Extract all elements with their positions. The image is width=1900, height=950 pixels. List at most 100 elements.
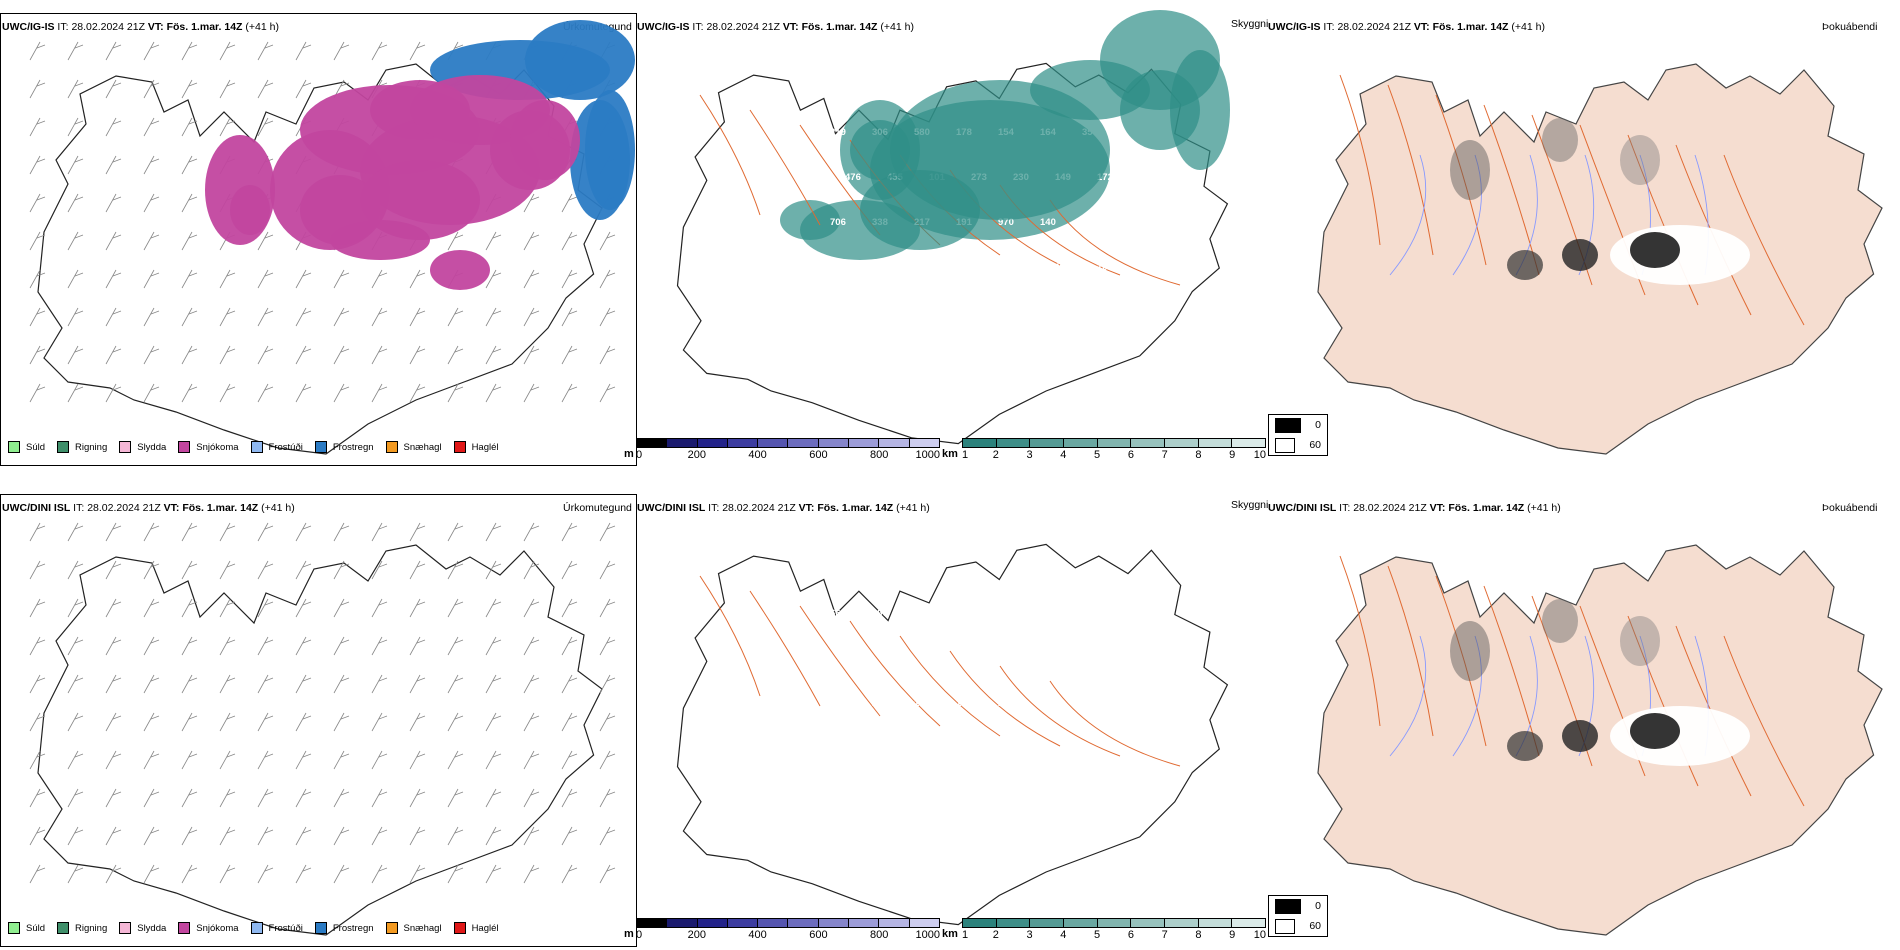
- fog-swatch: [1275, 437, 1296, 453]
- wind-barb: [181, 117, 198, 137]
- snow-area: [510, 100, 580, 180]
- fog-patch: [1450, 140, 1490, 200]
- cloud-area: [780, 200, 840, 240]
- road-line: [699, 575, 761, 697]
- colorbar-cell: [1131, 919, 1166, 927]
- wind-barb: [67, 307, 84, 327]
- cloud-base-label: 104: [1097, 262, 1114, 273]
- legend-label: Rigning: [75, 441, 108, 453]
- wind-barb: [29, 560, 46, 580]
- wind-barb: [143, 864, 160, 884]
- wind-barb: [599, 674, 616, 694]
- wind-barb: [371, 41, 388, 61]
- wind-barb: [371, 674, 388, 694]
- road-line: [1435, 575, 1487, 747]
- colorbar-cell: [1064, 919, 1098, 927]
- colorbar-cell: [1097, 439, 1132, 447]
- colorbar-tick: 800: [870, 929, 889, 941]
- fog-swatch: [1275, 918, 1296, 934]
- colorbar-tick: 9: [1229, 449, 1236, 461]
- wind-barb: [219, 345, 236, 365]
- precip-legend-item: Frostúði: [250, 441, 303, 453]
- legend-label: Snæhagl: [403, 441, 442, 453]
- colorbar-cell: [758, 439, 789, 447]
- wind-barb: [257, 307, 274, 327]
- wind-barb: [371, 522, 388, 542]
- cloud-base-label: 197: [971, 653, 987, 664]
- wind-barb: [485, 826, 502, 846]
- wind-barb: [523, 522, 540, 542]
- wind-barb: [485, 788, 502, 808]
- precip-legend-item: Frostregn: [314, 441, 374, 453]
- wind-barb: [561, 345, 578, 365]
- wind-barb: [447, 307, 464, 327]
- wind-barb: [143, 522, 160, 542]
- colorbar-cell: [818, 439, 850, 447]
- wind-barb: [29, 117, 46, 137]
- wind-barb: [105, 193, 122, 213]
- legend-swatch: [8, 922, 20, 934]
- wind-barb: [523, 193, 540, 213]
- wind-barb: [447, 826, 464, 846]
- wind-barb: [371, 307, 388, 327]
- colorbar-tick: 2: [992, 449, 999, 461]
- river-line: [1452, 154, 1482, 276]
- wind-barb: [409, 788, 426, 808]
- visibility-colorbar-row1: 1 2 3 4 5 6 7 8 9 10 km: [942, 438, 1266, 466]
- fog-patch: [1542, 599, 1578, 643]
- wind-barb: [333, 307, 350, 327]
- cloud-base-label: 580: [914, 608, 930, 619]
- wind-barb: [67, 383, 84, 403]
- wind-barb: [561, 522, 578, 542]
- cloud-base-label: 104: [929, 262, 946, 273]
- fog-title-row2: Þokuábendi: [1822, 502, 1878, 514]
- fog-patch: [1620, 135, 1660, 185]
- cloud-base-label: 402: [998, 608, 1014, 619]
- wind-barb: [409, 636, 426, 656]
- road-line: [1387, 565, 1434, 737]
- fog-title-row1: Þokuábendi: [1822, 21, 1878, 33]
- wind-barb: [181, 307, 198, 327]
- wind-barb: [67, 864, 84, 884]
- wind-barb: [219, 383, 236, 403]
- colorbar-cell: [697, 919, 728, 927]
- wind-barb: [295, 788, 312, 808]
- wind-barb: [409, 598, 426, 618]
- colorbar-cell: [909, 439, 939, 447]
- wind-barb: [181, 345, 198, 365]
- cloud-base-label: 706: [830, 217, 846, 228]
- wind-barb: [409, 383, 426, 403]
- wind-barb: [181, 383, 198, 403]
- precip-legend-item: Snjókoma: [178, 922, 239, 934]
- cloud-base-label: 172: [1097, 172, 1113, 183]
- cloud-title-row1: Skyggni: [1231, 18, 1269, 30]
- wind-barb: [257, 826, 274, 846]
- colorbar-tick: 5: [1094, 449, 1101, 461]
- colorbar-tick: 0: [636, 929, 643, 941]
- road-line: [799, 605, 881, 717]
- wind-barb: [447, 712, 464, 732]
- wind-barb: [29, 193, 46, 213]
- wind-barb: [67, 41, 84, 61]
- legend-swatch: [314, 441, 327, 453]
- wind-barb: [143, 560, 160, 580]
- precip-title-row2: Úrkomutegund: [563, 502, 632, 514]
- wind-barb: [181, 712, 198, 732]
- wind-barb: [485, 750, 502, 770]
- legend-label: Frostúði: [268, 441, 303, 453]
- colorbar-tick: 600: [809, 929, 828, 941]
- wind-barb: [523, 383, 540, 403]
- wind-barb: [67, 522, 84, 542]
- cloud-base-label: 155: [830, 307, 847, 318]
- wind-barb: [143, 307, 160, 327]
- wind-barb: [181, 522, 198, 542]
- wind-barb: [29, 269, 46, 289]
- wind-barb: [447, 750, 464, 770]
- legend-swatch: [119, 922, 132, 934]
- wind-barb: [219, 79, 236, 99]
- colorbar-tick: 7: [1161, 929, 1168, 941]
- wind-barb: [447, 231, 464, 251]
- colorbar-tick: 1: [962, 449, 969, 461]
- fog-label: 0: [1315, 900, 1321, 912]
- colorbar-tick: 6: [1127, 449, 1134, 461]
